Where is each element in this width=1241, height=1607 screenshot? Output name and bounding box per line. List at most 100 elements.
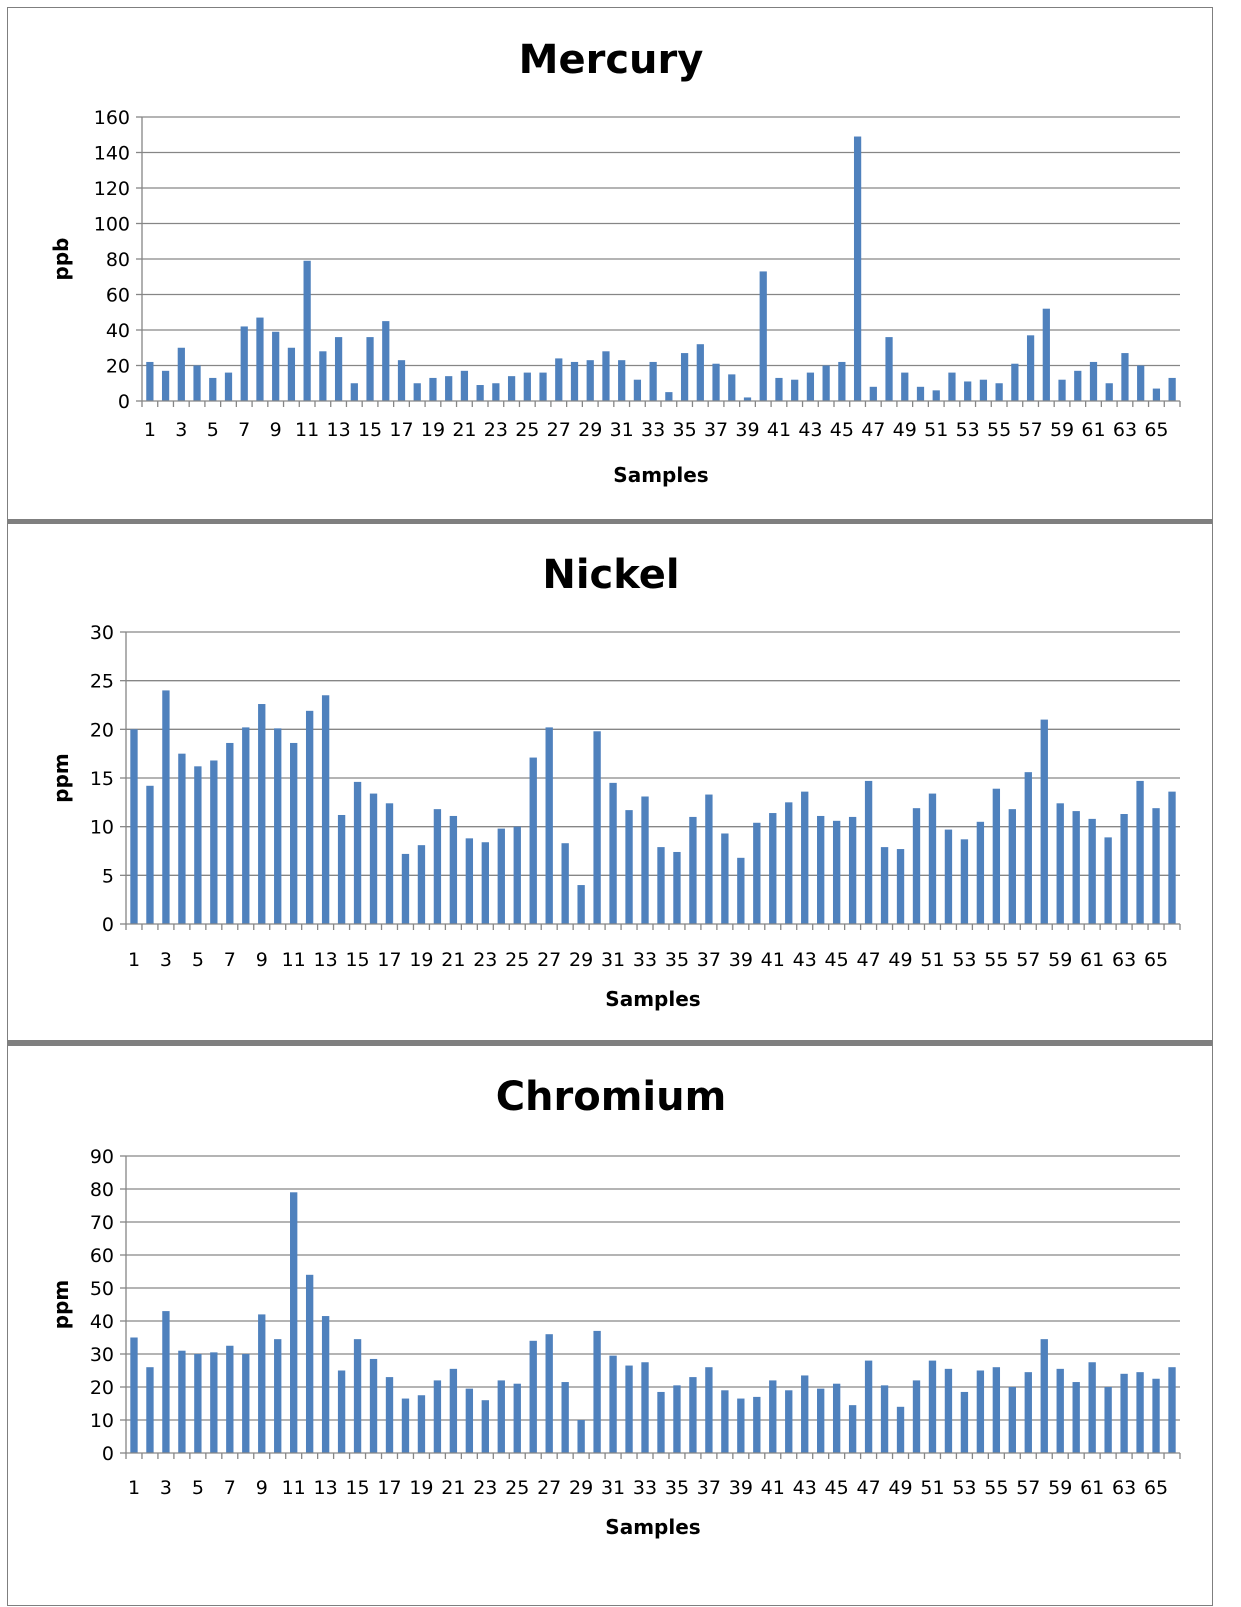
x-tick-label: 13 [314,949,338,971]
bar-sample-46 [848,1405,857,1453]
x-tick-label: 11 [295,419,319,441]
x-tick-label: 17 [389,419,413,441]
bar-sample-58 [1040,719,1048,924]
bar-sample-32 [625,1365,633,1453]
bar-sample-63 [1121,353,1129,401]
bar-sample-59 [1056,803,1064,924]
bar-sample-34 [657,1391,665,1453]
x-tick-label: 23 [473,949,497,971]
y-tick-label: 10 [90,817,114,839]
bar-sample-10 [287,347,296,401]
x-tick-label: 39 [729,1477,753,1499]
bar-sample-18 [401,853,410,924]
bar-sample-10 [274,1339,282,1453]
x-tick-label: 11 [282,1477,306,1499]
bar-sample-38 [721,833,729,924]
x-tick-label: 35 [672,419,696,441]
x-tick-label: 61 [1081,419,1105,441]
x-tick-label: 21 [452,419,476,441]
x-tick-label: 57 [1016,949,1040,971]
bar-sample-12 [319,351,327,401]
bar-sample-52 [948,372,956,401]
bar-sample-21 [460,370,469,401]
chart-title: Chromium [496,1074,727,1120]
bar-sample-49 [901,372,909,401]
x-tick-label: 41 [761,949,785,971]
bar-sample-60 [1072,811,1080,924]
bar-sample-29 [577,885,585,924]
bar-sample-52 [944,1368,953,1453]
bar-sample-54 [976,1370,985,1453]
x-tick-label: 33 [641,419,665,441]
bar-sample-42 [785,1390,793,1453]
x-tick-label: 13 [314,1477,338,1499]
x-axis-label: Samples [605,1515,700,1539]
bar-sample-62 [1105,383,1113,401]
bar-sample-39 [737,1398,745,1453]
bar-sample-51 [932,390,940,401]
x-tick-label: 65 [1144,949,1168,971]
bar-sample-53 [964,381,972,401]
bar-sample-21 [449,1368,458,1453]
bar-sample-40 [759,271,767,401]
bar-sample-47 [864,780,873,924]
x-tick-label: 33 [633,949,657,971]
x-tick-label: 3 [160,1477,172,1499]
bar-sample-13 [321,695,330,924]
bar-sample-48 [880,847,889,924]
bar-sample-27 [555,358,563,401]
bar-sample-54 [979,379,988,401]
panel-separator [7,519,1213,523]
bar-sample-31 [609,1355,617,1453]
y-tick-label: 100 [94,214,130,236]
bar-sample-65 [1152,808,1160,924]
x-tick-label: 31 [601,1477,625,1499]
x-tick-label: 59 [1048,1477,1072,1499]
bar-sample-23 [481,842,489,924]
bar-sample-43 [801,791,809,924]
bar-sample-44 [817,815,825,924]
x-tick-label: 3 [175,419,187,441]
bar-sample-65 [1152,1378,1160,1453]
x-tick-label: 1 [144,419,156,441]
chart-title: Nickel [542,552,679,598]
x-tick-label: 41 [767,419,791,441]
y-tick-label: 80 [90,1179,114,1201]
x-tick-label: 5 [192,1477,204,1499]
bar-sample-45 [832,820,841,924]
bar-sample-64 [1136,780,1144,924]
bar-sample-25 [513,1383,521,1453]
x-tick-label: 9 [256,1477,268,1499]
bar-sample-16 [369,793,378,924]
y-tick-label: 140 [94,143,130,165]
bar-sample-33 [649,361,657,401]
y-tick-label: 30 [90,1344,114,1366]
bar-sample-56 [1008,1387,1016,1453]
x-tick-label: 43 [793,949,817,971]
bar-sample-39 [743,397,752,401]
bar-sample-9 [272,331,280,401]
bar-sample-3 [177,347,185,401]
bar-sample-29 [586,360,594,401]
bar-sample-32 [633,379,642,401]
x-tick-label: 37 [704,419,728,441]
bar-sample-58 [1042,308,1050,401]
bar-sample-32 [625,810,633,924]
bar-sample-55 [992,788,1001,924]
bar-sample-62 [1104,1387,1112,1453]
bar-sample-9 [258,704,266,924]
bar-sample-54 [976,821,985,924]
bar-sample-65 [1152,388,1161,401]
bar-sample-53 [960,1391,969,1453]
bar-sample-31 [609,782,617,924]
bar-sample-9 [258,1314,266,1453]
y-tick-label: 70 [90,1212,114,1234]
bar-sample-25 [523,372,531,401]
bar-sample-41 [769,813,777,924]
x-tick-label: 53 [952,1477,976,1499]
y-tick-label: 0 [102,1443,114,1465]
bar-sample-61 [1088,1362,1096,1453]
chart-panel-nickel: Nickel 0 5 10 15 20 25 30 1 3 5 7 9 11 13 15 17 19 21 23 25 2… [7,523,1213,1041]
bar-sample-30 [593,1330,601,1453]
